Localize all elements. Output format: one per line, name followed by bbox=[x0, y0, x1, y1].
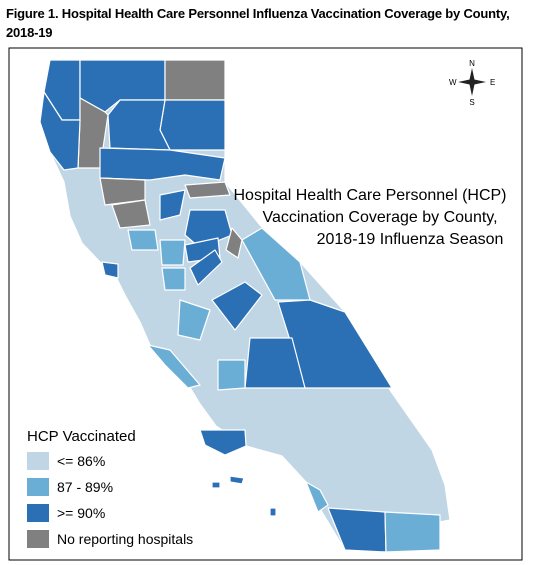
compass-west: W bbox=[449, 78, 457, 87]
legend-label: No reporting hospitals bbox=[57, 531, 193, 547]
island bbox=[229, 475, 245, 485]
compass: N E S W bbox=[449, 59, 495, 107]
compass-east: E bbox=[490, 78, 495, 87]
county bbox=[211, 281, 263, 331]
county bbox=[305, 481, 329, 513]
legend: <= 86% 87 - 89% >= 90% No reporting hospita… bbox=[27, 452, 193, 548]
county bbox=[107, 99, 171, 151]
county bbox=[164, 59, 226, 101]
island bbox=[211, 481, 221, 489]
figure-title: Figure 1. Hospital Health Care Personnel… bbox=[6, 6, 510, 40]
county bbox=[111, 199, 151, 229]
county bbox=[39, 91, 81, 171]
county bbox=[241, 227, 311, 301]
county bbox=[159, 189, 186, 221]
island bbox=[269, 507, 277, 517]
legend-title: HCP Vaccinated bbox=[27, 428, 136, 445]
county bbox=[127, 229, 159, 251]
legend-label: <= 86% bbox=[57, 453, 105, 469]
legend-swatch bbox=[27, 530, 49, 548]
compass-north: N bbox=[469, 59, 475, 68]
county bbox=[177, 299, 211, 341]
county bbox=[161, 267, 186, 291]
county bbox=[244, 337, 306, 389]
map-title-line: Vaccination Coverage by County, bbox=[262, 209, 497, 226]
county bbox=[199, 429, 247, 456]
map-frame bbox=[8, 47, 523, 561]
legend-swatch bbox=[27, 478, 49, 496]
county bbox=[147, 344, 201, 389]
legend-swatch bbox=[27, 452, 49, 470]
county bbox=[159, 239, 186, 266]
legend-label: >= 90% bbox=[57, 505, 105, 521]
map-title-line: Hospital Health Care Personnel (HCP) bbox=[234, 187, 507, 204]
county bbox=[327, 507, 387, 553]
map-title-line: 2018-19 Influenza Season bbox=[317, 231, 504, 248]
county bbox=[189, 249, 223, 286]
county bbox=[217, 359, 246, 391]
county bbox=[159, 99, 226, 151]
legend-label: 87 - 89% bbox=[57, 479, 113, 495]
county bbox=[225, 227, 243, 259]
legend-swatch bbox=[27, 504, 49, 522]
county bbox=[101, 261, 119, 279]
county bbox=[384, 511, 441, 553]
county bbox=[184, 181, 231, 199]
compass-south: S bbox=[469, 98, 474, 107]
